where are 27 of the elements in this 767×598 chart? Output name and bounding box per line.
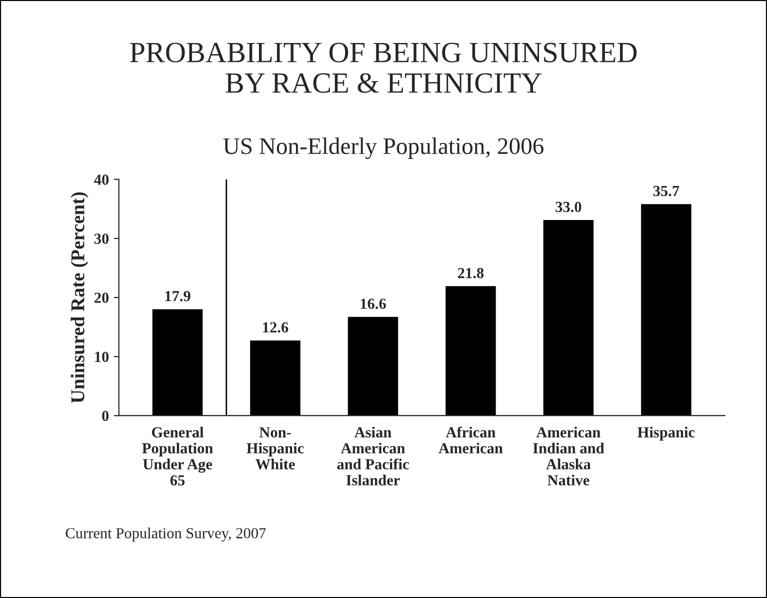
bar [446,286,496,416]
chart-title: PROBABILITY OF BEING UNINSURED BY RACE & ETHNICITY [130,42,637,93]
y-tick-label: 10 [95,352,109,362]
data-label: 17.9 [165,290,190,302]
bar [641,204,692,416]
y-tick-label: 30 [94,234,109,244]
x-tick-label: African American [438,426,503,454]
bar [250,340,300,416]
bar [152,309,203,416]
data-label: 16.6 [360,298,386,309]
chart-subtitle: US Non-Elderly Population, 2006 [223,138,544,160]
y-axis-title: Uninsured Rate (Percent) [70,192,88,404]
data-label: 33.0 [556,202,582,212]
x-tick-label: Non- Hispanic White [246,427,304,470]
data-label: 35.7 [653,186,680,196]
x-tick-label: American Indian and Alaska Native [533,426,604,486]
bar [543,220,594,416]
text: Current Population Survey, 2007 [66,528,266,542]
data-label: 21.8 [458,268,484,278]
x-tick-label: General Population Under Age 65 [142,426,213,486]
y-tick-label: 0 [102,410,109,422]
bar [348,316,398,416]
data-label: 12.6 [263,322,288,333]
y-tick-label: 40 [94,174,109,185]
y-tick-label: 20 [94,292,109,303]
x-tick-label: Hispanic [638,426,695,441]
x-tick-label: Asian American and Pacific Islander [337,426,409,486]
